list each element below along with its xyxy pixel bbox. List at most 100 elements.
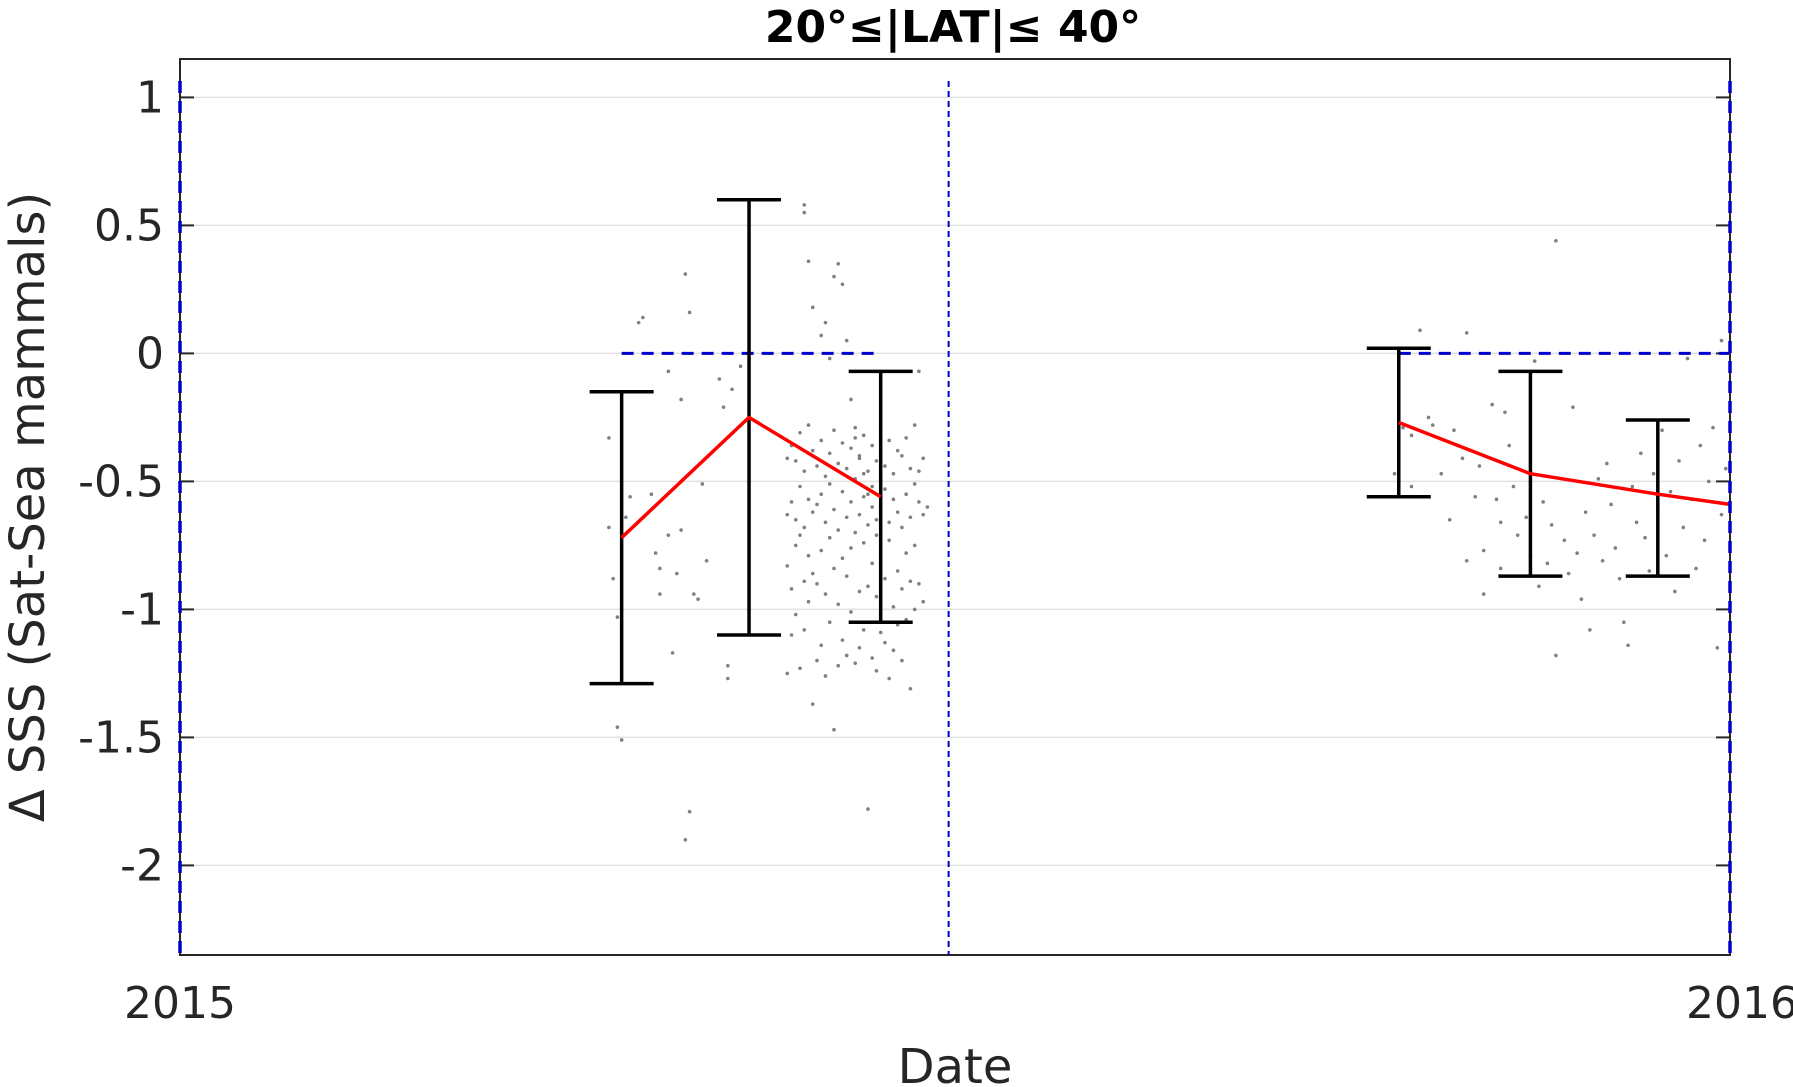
data-point [1579, 597, 1584, 601]
data-point [819, 643, 824, 648]
data-point [887, 538, 891, 543]
data-point [1554, 238, 1558, 243]
data-point [793, 612, 798, 617]
data-point [857, 454, 862, 458]
data-point [1600, 558, 1605, 563]
data-point [840, 556, 845, 560]
data-point [883, 576, 887, 581]
data-point [619, 738, 624, 742]
data-point [908, 686, 913, 691]
data-point [917, 469, 921, 473]
data-point [1698, 443, 1703, 448]
data-point [806, 423, 811, 427]
data-point [687, 310, 692, 315]
data-point [844, 466, 849, 471]
data-point [1630, 484, 1635, 489]
data-point [785, 564, 790, 568]
data-point [870, 505, 874, 509]
data-point [895, 448, 900, 453]
data-point [870, 484, 874, 489]
data-point [1660, 428, 1664, 433]
data-point [1715, 646, 1720, 650]
data-point [832, 507, 836, 512]
data-point [900, 658, 904, 663]
x-tick-label: 2016 [1686, 978, 1793, 1029]
data-point [730, 387, 734, 392]
grid-lines [180, 96, 1730, 867]
data-point [1532, 359, 1537, 363]
data-point [849, 446, 853, 450]
data-point [836, 602, 841, 607]
data-point [628, 494, 632, 499]
data-point [840, 489, 845, 494]
data-point [1490, 402, 1494, 407]
data-point [874, 459, 879, 463]
data-point [870, 656, 874, 660]
data-point [1562, 538, 1567, 543]
data-point [815, 658, 819, 663]
data-point [726, 676, 730, 681]
data-point [1460, 456, 1465, 461]
data-point [908, 515, 913, 520]
y-tick-label: 0 [136, 328, 164, 379]
data-point [1719, 338, 1724, 343]
data-point [1706, 479, 1711, 484]
data-point [675, 571, 679, 576]
data-point [819, 548, 824, 553]
data-point [802, 469, 807, 473]
data-point [1464, 331, 1469, 335]
data-point [1503, 410, 1507, 415]
data-point [798, 666, 802, 671]
data-point [1494, 497, 1499, 502]
data-point [1626, 643, 1630, 648]
y-tick-label: -2 [120, 840, 164, 891]
x-axis-label: Date [898, 1039, 1013, 1087]
data-point [857, 646, 862, 650]
data-point [827, 451, 832, 456]
data-point [1605, 461, 1609, 466]
data-point [895, 510, 900, 514]
data-point [666, 533, 671, 537]
data-point [887, 676, 891, 681]
data-point [789, 587, 794, 591]
data-point [912, 482, 917, 486]
data-point [1511, 484, 1516, 489]
y-tick-label: 1 [136, 72, 164, 123]
data-point [1639, 451, 1643, 456]
data-point [912, 607, 917, 612]
data-point [670, 651, 675, 655]
data-point [1452, 428, 1456, 433]
data-point [1401, 425, 1405, 430]
data-point [1677, 459, 1681, 463]
data-point [1622, 620, 1626, 624]
y-axis-label: Δ SSS (Sat-Sea mammals) [0, 192, 56, 822]
mean-line [1398, 420, 1731, 507]
data-point [1549, 523, 1554, 527]
vertical-reference-lines [178, 81, 1732, 955]
data-point [832, 566, 836, 571]
data-point [1685, 356, 1690, 361]
data-point [806, 553, 811, 558]
data-point [861, 471, 866, 476]
data-point [827, 535, 832, 540]
data-point [883, 487, 887, 491]
data-point [819, 492, 824, 497]
data-point [874, 533, 879, 537]
data-point [891, 471, 896, 476]
data-point [861, 628, 866, 632]
mean-line-layer [620, 415, 1731, 539]
data-point [624, 515, 628, 520]
data-point [921, 512, 925, 517]
data-point [840, 638, 845, 642]
data-point [844, 515, 849, 520]
data-point [870, 443, 874, 448]
x-tick-label: 2015 [124, 978, 236, 1029]
data-point [1719, 512, 1724, 517]
data-point [908, 466, 913, 471]
data-point [802, 210, 807, 215]
data-point [921, 456, 925, 461]
data-point [912, 423, 917, 427]
data-point [1668, 489, 1673, 494]
data-point [615, 725, 620, 729]
x-tick-labels: 2015 2016 [124, 978, 1793, 1029]
